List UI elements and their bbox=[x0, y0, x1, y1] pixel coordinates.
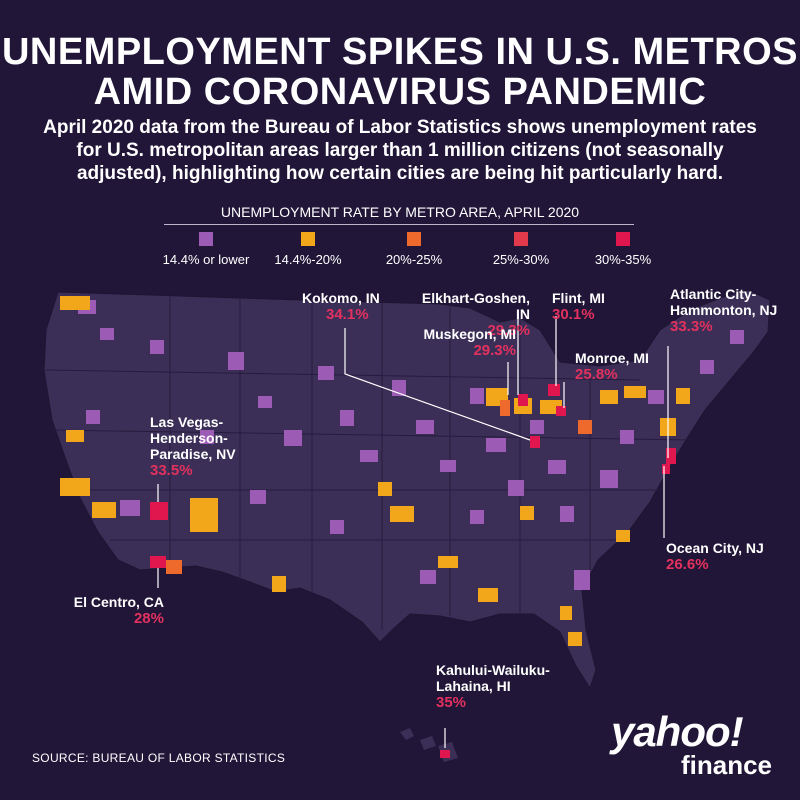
annotation-ocean-city-name: Ocean City, NJ bbox=[666, 540, 764, 556]
annotation-el-centro-value: 28% bbox=[133, 610, 164, 627]
annotation-ocean-city-value: 26.6% bbox=[666, 556, 709, 573]
contiguous-us-shape bbox=[43, 289, 771, 690]
annotation-muskegon: Muskegon, MI 29.3% bbox=[420, 326, 516, 360]
yahoo-finance-logo: yahoo! finance bbox=[610, 708, 772, 780]
legend-swatch-4 bbox=[514, 232, 528, 246]
annotation-kahului-name-2: Lahaina, HI bbox=[436, 678, 511, 694]
annotation-ocean-city: Ocean City, NJ 26.6% bbox=[666, 540, 764, 574]
hawaii-shape-2 bbox=[420, 736, 436, 750]
metro-areas-high bbox=[166, 400, 592, 574]
legend-title: UNEMPLOYMENT RATE BY METRO AREA, APRIL 2… bbox=[220, 204, 580, 220]
annotation-kokomo-name: Kokomo, IN bbox=[302, 290, 380, 306]
annotation-las-vegas-name-2: Henderson- bbox=[150, 430, 228, 446]
annotation-monroe-name: Monroe, MI bbox=[575, 350, 649, 366]
annotation-elkhart-name: Elkhart-Goshen, IN bbox=[421, 290, 530, 322]
legend-label-1: 14.4% or lower bbox=[162, 252, 250, 267]
logo-finance-text: finance bbox=[680, 750, 772, 780]
annotation-atlantic-city-name-2: Hammonton, NJ bbox=[670, 302, 778, 318]
annotation-atlantic-city: Atlantic City- Hammonton, NJ 33.3% bbox=[670, 286, 777, 336]
annotation-kahului: Kahului-Wailuku- Lahaina, HI 35% bbox=[436, 662, 550, 712]
hawaii-shape bbox=[400, 728, 414, 740]
legend-item-1: 14.4% or lower bbox=[146, 232, 266, 267]
annotation-elkhart: Elkhart-Goshen, IN 29.3% bbox=[412, 290, 530, 340]
annotation-kahului-value: 35% bbox=[436, 694, 467, 711]
subtitle: April 2020 data from the Bureau of Labor… bbox=[43, 117, 757, 184]
legend-label-4: 25%-30% bbox=[492, 252, 550, 267]
annotation-kokomo: Kokomo, IN 34.1% bbox=[302, 290, 380, 324]
metro-areas-low bbox=[78, 300, 744, 590]
annotation-muskegon-value: 29.3% bbox=[473, 342, 516, 359]
annotation-el-centro: El Centro, CA 28% bbox=[68, 594, 164, 628]
annotation-elkhart-value: 29.3% bbox=[487, 322, 530, 339]
page-title-line-1: UNEMPLOYMENT SPIKES IN U.S. METROS bbox=[1, 31, 799, 73]
annotation-monroe: Monroe, MI 25.8% bbox=[575, 350, 649, 384]
annotation-atlantic-city-value: 33.3% bbox=[670, 318, 713, 335]
annotation-kokomo-value: 34.1% bbox=[326, 306, 369, 323]
legend-swatch-3 bbox=[407, 232, 421, 246]
page-title-line-2: AMID CORONAVIRUS PANDEMIC bbox=[93, 71, 707, 113]
annotation-muskegon-name: Muskegon, MI bbox=[423, 326, 516, 342]
us-metro-map bbox=[43, 289, 771, 762]
legend-swatch-5 bbox=[616, 232, 630, 246]
annotation-las-vegas-name: Las Vegas- bbox=[150, 414, 224, 430]
annotation-kahului-name: Kahului-Wailuku- bbox=[436, 662, 550, 678]
legend-item-4: 25%-30% bbox=[461, 232, 581, 267]
annotation-leader-lines bbox=[157, 316, 669, 748]
annotation-el-centro-name: El Centro, CA bbox=[73, 594, 164, 610]
annotation-flint-value: 30.1% bbox=[552, 306, 595, 323]
annotation-flint: Flint, MI 30.1% bbox=[552, 290, 605, 324]
metro-areas-highlight bbox=[150, 384, 676, 758]
legend-swatch-2 bbox=[301, 232, 315, 246]
logo-yahoo-text: yahoo! bbox=[610, 708, 744, 755]
legend-divider bbox=[164, 224, 634, 225]
legend-label-5: 30%-35% bbox=[594, 252, 652, 267]
legend-swatch-1 bbox=[199, 232, 213, 246]
annotation-atlantic-city-name: Atlantic City- bbox=[670, 286, 757, 302]
annotation-flint-name: Flint, MI bbox=[552, 290, 605, 306]
legend-label-2: 14.4%-20% bbox=[274, 252, 342, 267]
annotation-las-vegas-name-3: Paradise, NV bbox=[150, 446, 236, 462]
annotation-las-vegas: Las Vegas- Henderson- Paradise, NV 33.5% bbox=[150, 414, 236, 480]
legend-item-3: 20%-25% bbox=[354, 232, 474, 267]
annotation-las-vegas-value: 33.5% bbox=[150, 462, 193, 479]
legend-label-3: 20%-25% bbox=[385, 252, 443, 267]
annotation-monroe-value: 25.8% bbox=[575, 366, 618, 383]
legend-item-2: 14.4%-20% bbox=[248, 232, 368, 267]
metro-areas-mid bbox=[60, 296, 690, 646]
legend-item-5: 30%-35% bbox=[563, 232, 683, 267]
source-note: SOURCE: BUREAU OF LABOR STATISTICS bbox=[32, 751, 286, 765]
